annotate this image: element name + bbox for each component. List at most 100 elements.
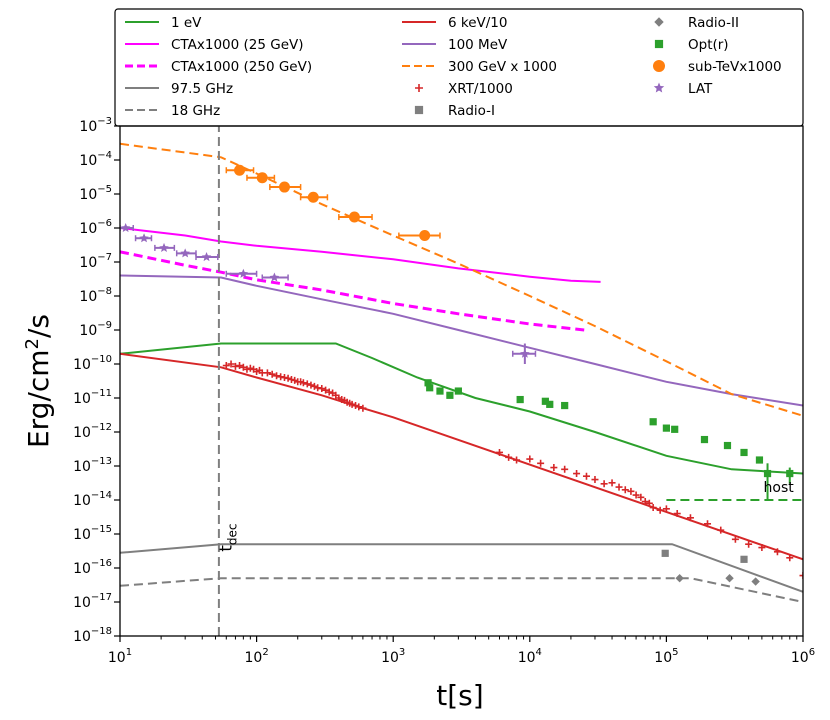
point-xrt-1000 — [239, 363, 247, 371]
legend-entry: 100 MeV — [402, 37, 508, 53]
legend-entry: 97.5 GHz — [125, 81, 233, 97]
point-opt-r- — [671, 425, 679, 433]
point-xrt-1000 — [561, 465, 569, 473]
point-xrt-1000 — [352, 402, 360, 410]
point-lat — [120, 223, 131, 233]
point-xrt-1000 — [731, 535, 739, 543]
point-opt-r- — [700, 435, 709, 444]
point-opt-r- — [786, 469, 794, 478]
series-line-ctax1000-250-gev- — [120, 250, 585, 332]
point-xrt-1000 — [303, 380, 311, 388]
point-lat — [139, 233, 149, 243]
point-xrt-1000 — [662, 505, 670, 513]
point-xrt-1000 — [227, 360, 235, 368]
legend-label: 6 keV/10 — [448, 15, 507, 31]
point-sub-tevx1000 — [419, 230, 431, 242]
point-xrt-1000 — [758, 544, 766, 552]
point-xrt-1000 — [686, 514, 694, 522]
point-xrt-1000 — [573, 470, 581, 478]
legend-label: Radio-II — [688, 15, 739, 31]
y-axis-label: Erg/cm2/s — [22, 314, 55, 448]
y-tick-label: 10−7 — [79, 252, 112, 271]
x-tick-label: 105 — [654, 647, 678, 666]
legend-marker — [653, 82, 665, 93]
point-xrt-1000 — [799, 572, 803, 580]
point-xrt-1000 — [236, 362, 244, 370]
legend-marker — [654, 39, 664, 49]
point-radio-i — [661, 549, 669, 557]
legend-entry: sub-TeVx1000 — [653, 59, 782, 75]
legend-label: 100 MeV — [448, 37, 508, 53]
point-xrt-1000 — [717, 526, 725, 534]
point-xrt-1000 — [231, 362, 239, 370]
series-line-18-ghz — [120, 577, 803, 603]
point-xrt-1000 — [600, 480, 608, 488]
series-line-6-kev-10 — [120, 352, 803, 561]
point-xrt-1000 — [287, 376, 295, 384]
legend-entry: 1 eV — [125, 15, 202, 31]
series-line-97-5-ghz — [120, 543, 803, 593]
x-tick-label: 102 — [244, 647, 268, 666]
legend-entry: 18 GHz — [125, 103, 220, 119]
point-radio-ii — [751, 577, 760, 586]
legend-entry: LAT — [653, 81, 713, 97]
point-opt-r- — [723, 441, 732, 450]
point-xrt-1000 — [773, 548, 781, 556]
legend-label: 97.5 GHz — [171, 81, 233, 97]
legend-entry: XRT/1000 — [415, 81, 513, 97]
y-tick-label: 10−12 — [73, 422, 112, 441]
legend-label: Radio-I — [448, 103, 495, 119]
point-lat — [269, 272, 280, 282]
point-xrt-1000 — [537, 459, 545, 467]
y-tick-label: 10−17 — [73, 592, 112, 611]
legend-label: sub-TeVx1000 — [688, 59, 782, 75]
legend-entry: 6 keV/10 — [402, 15, 507, 31]
point-opt-r- — [763, 469, 772, 478]
point-xrt-1000 — [318, 385, 326, 393]
point-xrt-1000 — [222, 362, 230, 370]
legend-entry: Radio-II — [654, 15, 739, 31]
point-lat — [520, 348, 530, 358]
y-tick-label: 10−18 — [73, 626, 112, 645]
legend-entry: 300 GeV x 1000 — [402, 59, 557, 75]
y-tick-label: 10−6 — [79, 218, 112, 237]
series-line-100-mev — [120, 274, 803, 407]
point-xrt-1000 — [495, 448, 503, 456]
y-tick-label: 10−15 — [73, 524, 112, 543]
point-xrt-1000 — [582, 472, 590, 480]
point-opt-r- — [454, 387, 462, 395]
point-lat — [180, 248, 190, 258]
point-sub-tevx1000 — [278, 181, 290, 193]
point-xrt-1000 — [641, 498, 649, 506]
legend-entry: Opt(r) — [654, 37, 729, 53]
x-tick-label: 106 — [791, 647, 815, 666]
legend-entry: Radio-I — [414, 103, 495, 119]
legend-label: 1 eV — [171, 15, 202, 31]
legend-marker — [653, 60, 665, 72]
point-opt-r- — [436, 387, 444, 395]
legend-marker — [654, 17, 664, 27]
point-opt-r- — [541, 397, 549, 405]
point-xrt-1000 — [359, 404, 367, 412]
y-tick-label: 10−4 — [79, 150, 112, 169]
legend-label: 300 GeV x 1000 — [448, 59, 557, 75]
point-xrt-1000 — [627, 487, 635, 495]
point-xrt-1000 — [786, 554, 794, 562]
point-xrt-1000 — [322, 386, 330, 394]
plot-frame — [119, 125, 804, 637]
point-xrt-1000 — [505, 453, 513, 461]
series-line-300-gev-x-1000 — [120, 142, 803, 417]
legend-label: CTAx1000 (250 GeV) — [171, 59, 312, 75]
point-opt-r- — [446, 391, 454, 399]
point-sub-tevx1000 — [307, 191, 319, 203]
legend: 1 eV CTAx1000 (25 GeV) CTAx1000 (250 GeV) 9… — [114, 8, 804, 127]
x-tick-label: 101 — [108, 647, 132, 666]
legend-entry: CTAx1000 (250 GeV) — [125, 59, 312, 75]
y-tick-label: 10−8 — [79, 286, 112, 305]
point-xrt-1000 — [621, 486, 629, 494]
point-xrt-1000 — [632, 491, 640, 499]
point-xrt-1000 — [273, 372, 281, 380]
legend-label: Opt(r) — [688, 37, 729, 53]
point-opt-r- — [649, 418, 657, 426]
point-xrt-1000 — [325, 388, 333, 396]
